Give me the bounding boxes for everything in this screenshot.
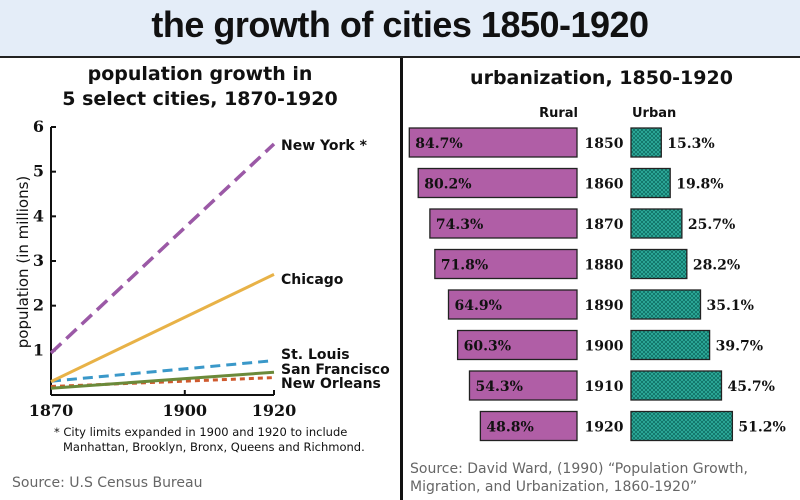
bar-chart: Rural Urban 84.7% 1850 15.3% 80.2% 1860 19.8%… <box>408 106 786 442</box>
rural-bar <box>456 329 578 361</box>
series-label-new-orleans: New Orleans <box>281 376 381 392</box>
year-label: 1910 <box>585 379 624 395</box>
year-label: 1870 <box>585 217 624 233</box>
urban-bar <box>630 289 702 320</box>
urban-bar <box>630 248 688 280</box>
x-tick-label: 1900 <box>163 401 208 420</box>
bar-row-1900: 60.3% 1900 39.7% <box>456 329 763 361</box>
series-line-san-francisco <box>50 370 275 390</box>
bar-row-1860: 80.2% 1860 19.8% <box>417 167 724 199</box>
series-line-chicago <box>50 273 275 383</box>
rural-value-label: 84.7% <box>415 136 462 152</box>
line-chart-axes: 1 2 3 4 5 6 1870 1900 1920 <box>29 117 297 420</box>
y-tick-label: 6 <box>33 117 44 136</box>
urban-value-label: 51.2% <box>738 420 785 436</box>
urban-value-label: 25.7% <box>688 217 735 233</box>
rural-bar <box>408 127 578 158</box>
rural-column-header: Rural <box>539 106 578 121</box>
urban-bar <box>630 127 662 158</box>
series-label-chicago: Chicago <box>281 272 344 288</box>
year-label: 1890 <box>585 298 624 314</box>
bar-chart-title: urbanization, 1850-1920 <box>470 67 733 89</box>
line-chart-title: population growth in 5 select cities, 18… <box>0 62 400 112</box>
rural-value-label: 48.8% <box>486 420 533 436</box>
urban-value-label: 19.8% <box>676 177 723 193</box>
line-chart-series <box>49 142 276 390</box>
urban-bar <box>630 329 711 361</box>
bar-row-1910: 54.3% 1910 45.7% <box>468 370 775 401</box>
line-chart-title-line2: 5 select cities, 1870-1920 <box>62 88 338 110</box>
series-label-new-york: New York * <box>281 138 368 154</box>
line-chart-title-line1: population growth in <box>87 63 313 85</box>
year-label: 1860 <box>585 177 624 193</box>
rural-value-label: 71.8% <box>441 258 488 274</box>
footnote-line1: * City limits expanded in 1900 and 1920 … <box>54 425 348 439</box>
series-line-new-york <box>49 142 276 355</box>
source-left: Source: U.S Census Bureau <box>12 475 203 491</box>
source-right-line2: Migration, and Urbanization, 1860-1920” <box>410 479 698 495</box>
rural-bar <box>417 167 578 199</box>
urban-bar <box>630 208 683 239</box>
bar-row-1920: 48.8% 1920 51.2% <box>479 410 786 442</box>
urban-value-label: 35.1% <box>706 298 753 314</box>
title-bar: the growth of cities 1850-1920 <box>0 0 800 58</box>
footnote: * City limits expanded in 1900 and 1920 … <box>54 425 365 455</box>
series-label-san-francisco: San Francisco <box>281 362 390 378</box>
bar-row-1880: 71.8% 1880 28.2% <box>434 248 740 280</box>
x-tick-label: 1870 <box>29 401 74 420</box>
y-axis-label: population (in millions) <box>14 176 32 349</box>
source-right-line1: Source: David Ward, (1990) “Population G… <box>410 461 748 477</box>
rural-bar <box>479 410 578 442</box>
rural-value-label: 60.3% <box>464 339 511 355</box>
y-tick-label: 5 <box>33 162 44 181</box>
urban-value-label: 28.2% <box>693 258 740 274</box>
y-tick-label: 1 <box>33 340 44 359</box>
urban-column-header: Urban <box>632 106 676 121</box>
urban-bar <box>630 370 723 401</box>
rural-bar <box>447 289 578 320</box>
y-tick-label: 3 <box>33 251 44 270</box>
y-tick-label: 2 <box>33 296 44 315</box>
series-line-st-louis <box>50 359 275 383</box>
bar-row-1890: 64.9% 1890 35.1% <box>447 289 754 320</box>
footnote-line2: Manhattan, Brooklyn, Bronx, Queens and R… <box>63 440 365 454</box>
urban-value-label: 39.7% <box>716 339 763 355</box>
urban-value-label: 15.3% <box>667 136 714 152</box>
rural-bar <box>468 370 578 401</box>
y-tick-label: 4 <box>33 206 44 225</box>
series-label-st-louis: St. Louis <box>281 347 350 363</box>
x-tick-label: 1920 <box>252 401 297 420</box>
rural-bar <box>434 248 578 280</box>
urban-bar <box>630 410 734 442</box>
rural-value-label: 64.9% <box>454 298 501 314</box>
year-label: 1900 <box>585 339 624 355</box>
source-right: Source: David Ward, (1990) “Population G… <box>410 460 795 496</box>
rural-value-label: 54.3% <box>475 379 522 395</box>
rural-value-label: 74.3% <box>436 217 483 233</box>
year-label: 1850 <box>585 136 624 152</box>
year-label: 1920 <box>585 420 624 436</box>
page-title: the growth of cities 1850-1920 <box>151 4 649 45</box>
bar-chart-bars: 84.7% 1850 15.3% 80.2% 1860 19.8% 74.3% 1870 25.… <box>408 127 786 442</box>
bar-row-1850: 84.7% 1850 15.3% <box>408 127 715 158</box>
rural-value-label: 80.2% <box>424 177 471 193</box>
panel-divider <box>400 58 403 500</box>
urban-bar <box>630 167 671 199</box>
bar-row-1870: 74.3% 1870 25.7% <box>429 208 735 239</box>
urban-value-label: 45.7% <box>727 379 774 395</box>
year-label: 1880 <box>585 258 624 274</box>
rural-bar <box>429 208 578 239</box>
